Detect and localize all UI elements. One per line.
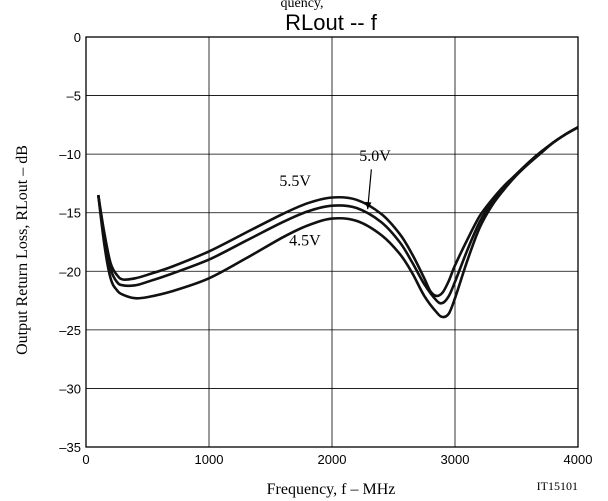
y-tick-label: –10 <box>59 147 81 162</box>
y-tick-label: –5 <box>67 89 81 104</box>
x-tick-label: 2000 <box>318 452 347 467</box>
x-tick-label: 3000 <box>441 452 470 467</box>
figure-id-label: IT15101 <box>537 479 578 493</box>
chart-title: RLout -- f <box>285 10 378 35</box>
x-tick-label: 4000 <box>564 452 593 467</box>
y-tick-label: –35 <box>59 440 81 455</box>
series-annotations: 5.5V 5.0V 4.5V <box>279 148 391 249</box>
axis-tick-labels: 0 1000 2000 3000 4000 0 –5 –10 –15 –20 –25 –30 –35 <box>59 30 592 467</box>
x-tick-label: 1000 <box>195 452 224 467</box>
series-line-5-5v <box>97 126 579 298</box>
series-annotation: 4.5V <box>289 233 321 250</box>
series-annotation: 5.0V <box>359 148 391 165</box>
series-annotation: 5.5V <box>279 173 311 190</box>
y-tick-label: 0 <box>74 30 81 45</box>
series-lines <box>97 126 579 319</box>
y-tick-label: –15 <box>59 206 81 221</box>
y-tick-label: –20 <box>59 264 81 279</box>
series-line-4-5v <box>97 126 579 319</box>
cropped-top-text: quency, <box>280 0 323 11</box>
grid-lines <box>86 37 578 447</box>
x-tick-label: 0 <box>82 452 89 467</box>
annotation-arrow-head <box>365 201 372 210</box>
plot-area-frame <box>85 36 579 448</box>
y-tick-label: –30 <box>59 381 81 396</box>
y-tick-label: –25 <box>59 323 81 338</box>
series-line-5-0v <box>97 126 579 305</box>
y-axis-label: Output Return Loss, RLout – dB <box>14 145 31 355</box>
x-axis-label: Frequency, f – MHz <box>267 481 396 498</box>
